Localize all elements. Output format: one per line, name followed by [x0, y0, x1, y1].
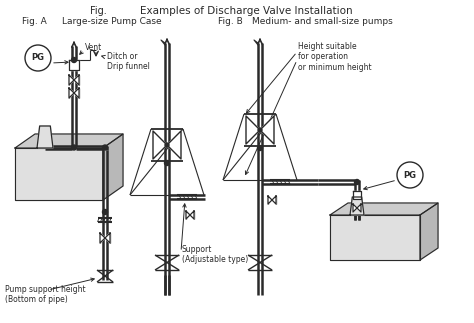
Circle shape	[355, 180, 359, 184]
Polygon shape	[74, 88, 79, 98]
Polygon shape	[37, 126, 53, 148]
Polygon shape	[69, 60, 79, 70]
Polygon shape	[357, 204, 361, 212]
Circle shape	[72, 145, 76, 150]
Polygon shape	[350, 197, 364, 215]
Polygon shape	[330, 203, 438, 215]
Text: Fig. A: Fig. A	[22, 17, 47, 26]
Text: Large-size Pump Case: Large-size Pump Case	[62, 17, 162, 26]
Polygon shape	[186, 211, 190, 219]
Polygon shape	[15, 148, 103, 200]
Circle shape	[165, 143, 169, 147]
Polygon shape	[272, 196, 276, 204]
Polygon shape	[15, 134, 123, 148]
Polygon shape	[268, 196, 272, 204]
Text: PG: PG	[31, 54, 45, 62]
Text: Vent: Vent	[85, 44, 102, 53]
Polygon shape	[353, 191, 361, 199]
Polygon shape	[153, 131, 167, 159]
Polygon shape	[246, 116, 260, 144]
Circle shape	[258, 128, 262, 132]
Polygon shape	[353, 204, 357, 212]
Circle shape	[72, 57, 76, 62]
Polygon shape	[103, 134, 123, 200]
Text: Medium- and small-size pumps: Medium- and small-size pumps	[252, 17, 393, 26]
Polygon shape	[105, 233, 110, 243]
Polygon shape	[74, 75, 79, 85]
Circle shape	[257, 145, 263, 151]
Circle shape	[102, 145, 108, 150]
Polygon shape	[260, 116, 274, 144]
Circle shape	[102, 210, 108, 214]
Text: Height suitable
for operation
or minimum height: Height suitable for operation or minimum…	[298, 42, 372, 72]
Polygon shape	[100, 233, 105, 243]
Text: Examples of Discharge Valve Installation: Examples of Discharge Valve Installation	[140, 6, 353, 16]
Circle shape	[164, 161, 170, 165]
Text: PG: PG	[403, 171, 417, 180]
Circle shape	[25, 45, 51, 71]
Text: Support
(Adjustable type): Support (Adjustable type)	[182, 245, 248, 265]
Text: Fig.: Fig.	[90, 6, 107, 16]
Text: Fig. B: Fig. B	[218, 17, 243, 26]
Text: Ditch or
Drip funnel: Ditch or Drip funnel	[107, 52, 150, 71]
Polygon shape	[330, 215, 420, 260]
Polygon shape	[167, 131, 181, 159]
Polygon shape	[190, 211, 194, 219]
Polygon shape	[420, 203, 438, 260]
Polygon shape	[69, 88, 74, 98]
Circle shape	[397, 162, 423, 188]
Polygon shape	[69, 75, 74, 85]
Text: Pump support height
(Bottom of pipe): Pump support height (Bottom of pipe)	[5, 285, 86, 304]
